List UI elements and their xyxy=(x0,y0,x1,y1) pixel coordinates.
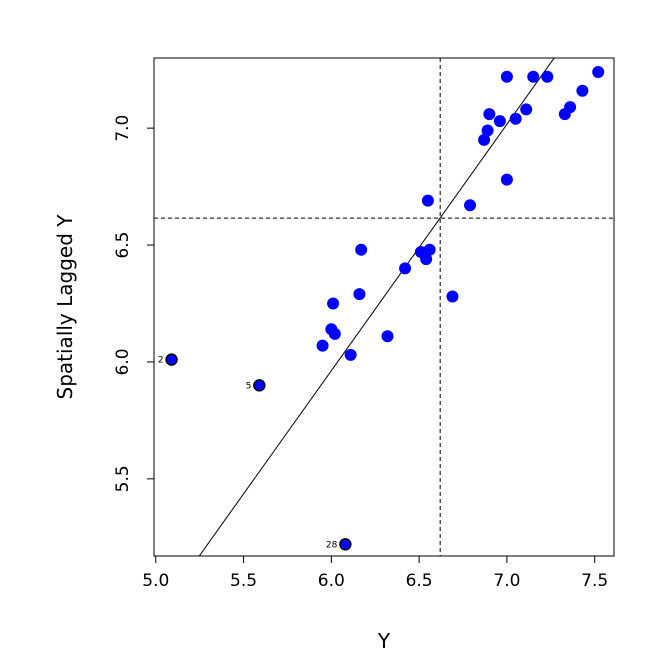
data-point xyxy=(399,262,412,275)
influential-point xyxy=(253,379,266,392)
data-point xyxy=(446,290,459,303)
data-point xyxy=(464,199,477,212)
data-point xyxy=(316,339,329,352)
x-tick-label: 6.0 xyxy=(318,571,345,591)
data-point xyxy=(481,124,494,137)
data-point xyxy=(381,330,394,343)
data-point xyxy=(541,70,554,83)
y-tick-label: 5.5 xyxy=(113,465,133,492)
data-point xyxy=(421,194,434,207)
x-tick-label: 6.5 xyxy=(406,571,433,591)
point-label: 5 xyxy=(246,381,252,391)
data-point xyxy=(344,348,357,361)
data-point xyxy=(328,327,341,340)
y-tick-label: 6.5 xyxy=(113,232,133,259)
x-axis-title: Y xyxy=(377,629,391,653)
influential-point xyxy=(339,538,352,551)
x-tick-label: 7.0 xyxy=(493,571,520,591)
data-point xyxy=(520,103,533,116)
data-point xyxy=(420,253,433,266)
influential-point xyxy=(165,353,178,366)
data-point xyxy=(564,101,577,114)
data-point xyxy=(576,84,589,97)
data-point xyxy=(353,288,366,301)
x-tick-label: 5.5 xyxy=(230,571,257,591)
plot-frame xyxy=(153,57,615,557)
data-point xyxy=(592,66,605,79)
x-tick-label: 7.5 xyxy=(581,571,608,591)
data-point xyxy=(423,243,436,256)
y-axis-title: Spatially Lagged Y xyxy=(53,214,77,400)
data-point xyxy=(500,173,513,186)
point-label: 28 xyxy=(326,540,338,550)
data-point xyxy=(500,70,513,83)
y-tick-label: 7.0 xyxy=(113,115,133,142)
x-tick-label: 5.0 xyxy=(142,571,169,591)
data-point xyxy=(327,297,340,310)
data-point xyxy=(478,133,491,146)
data-point xyxy=(527,70,540,83)
regression-line xyxy=(198,58,555,556)
data-point xyxy=(509,112,522,125)
data-point xyxy=(493,115,506,128)
point-label: 2 xyxy=(158,356,164,366)
y-tick-label: 6.0 xyxy=(113,348,133,375)
data-point xyxy=(483,108,496,121)
data-point xyxy=(355,243,368,256)
